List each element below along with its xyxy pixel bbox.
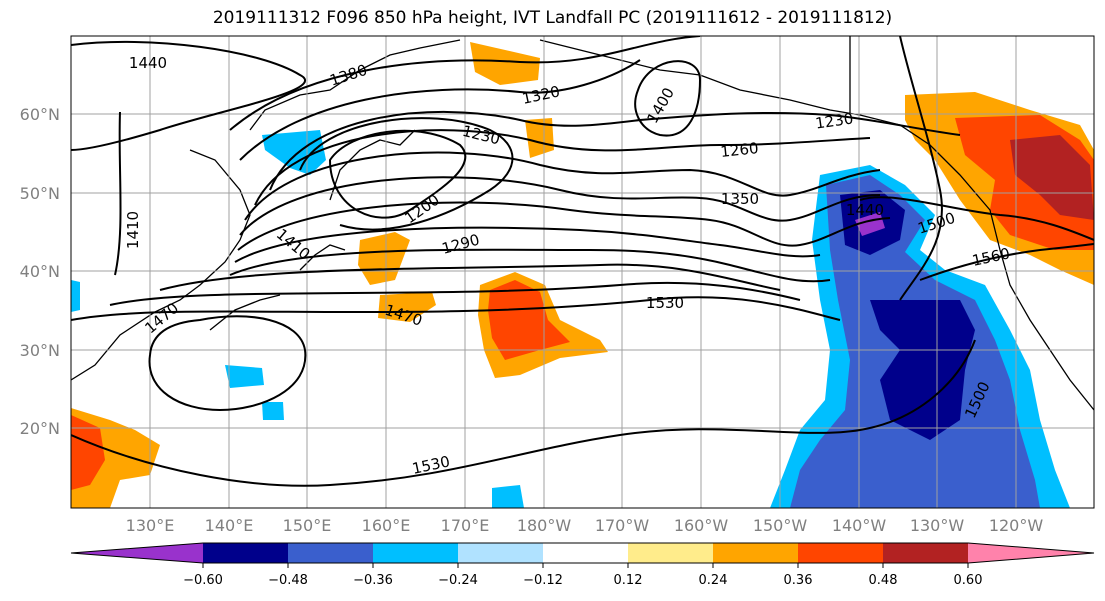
contour-label: 1530 bbox=[646, 294, 684, 312]
lat-label: 20°N bbox=[20, 419, 60, 438]
lon-label: 140°E bbox=[205, 516, 254, 535]
lon-label: 140°W bbox=[832, 516, 887, 535]
colorbar-label: 0.60 bbox=[954, 573, 983, 588]
height-contours bbox=[71, 36, 1094, 487]
coastlines bbox=[71, 36, 1094, 411]
map-title: 2019111312 F096 850 hPa height, IVT Land… bbox=[212, 8, 893, 28]
ivt-negative-shading bbox=[71, 130, 1070, 508]
ivt-positive-shading bbox=[71, 42, 1094, 508]
colorbar-segment bbox=[883, 543, 968, 563]
colorbar-label: −0.60 bbox=[183, 573, 223, 588]
contour-label: 1440 bbox=[129, 54, 167, 72]
lon-label: 160°E bbox=[362, 516, 411, 535]
colorbar-segment bbox=[203, 543, 288, 563]
lat-label: 60°N bbox=[20, 105, 60, 124]
lon-label: 120°W bbox=[989, 516, 1044, 535]
lon-label: 130°W bbox=[910, 516, 965, 535]
colorbar-extend-right bbox=[968, 543, 1094, 563]
colorbar-segment bbox=[373, 543, 458, 563]
lon-label: 170°W bbox=[595, 516, 650, 535]
colorbar-label: −0.48 bbox=[268, 573, 308, 588]
colorbar-label: 0.36 bbox=[784, 573, 813, 588]
lon-label: 180°W bbox=[517, 516, 572, 535]
lon-label: 150°W bbox=[753, 516, 808, 535]
colorbar-segment bbox=[798, 543, 883, 563]
contour-label: 1260 bbox=[720, 139, 760, 161]
colorbar-segment bbox=[288, 543, 373, 563]
colorbar: −0.60 −0.48 −0.36 −0.24 −0.12 0.12 0.24 … bbox=[70, 542, 1095, 588]
map-plot-area bbox=[71, 36, 1094, 508]
lat-label: 40°N bbox=[20, 262, 60, 281]
colorbar-segment bbox=[628, 543, 713, 563]
lat-label: 30°N bbox=[20, 341, 60, 360]
colorbar-label: −0.12 bbox=[523, 573, 563, 588]
lon-label: 170°E bbox=[441, 516, 490, 535]
colorbar-label: −0.36 bbox=[353, 573, 393, 588]
contour-label: 1440 bbox=[846, 201, 884, 219]
map-frame bbox=[70, 35, 1095, 509]
lon-label: 150°E bbox=[283, 516, 332, 535]
contour-label: 1230 bbox=[814, 109, 854, 132]
colorbar-label: 0.12 bbox=[614, 573, 643, 588]
colorbar-segment bbox=[543, 543, 628, 563]
lon-label: 130°E bbox=[126, 516, 175, 535]
lat-label: 50°N bbox=[20, 184, 60, 203]
colorbar-label: −0.24 bbox=[438, 573, 478, 588]
colorbar-segment bbox=[458, 543, 543, 563]
longitude-labels: 130°E 140°E 150°E 160°E 170°E 180°W 170°… bbox=[126, 516, 1044, 535]
colorbar-label: 0.24 bbox=[699, 573, 728, 588]
contour-label: 1350 bbox=[721, 190, 759, 208]
lon-label: 160°W bbox=[674, 516, 729, 535]
contour-label: 1410 bbox=[124, 211, 142, 249]
latitude-labels: 60°N 50°N 40°N 30°N 20°N bbox=[20, 105, 60, 438]
colorbar-label: 0.48 bbox=[869, 573, 898, 588]
colorbar-extend-left bbox=[71, 543, 203, 563]
colorbar-segment bbox=[713, 543, 798, 563]
